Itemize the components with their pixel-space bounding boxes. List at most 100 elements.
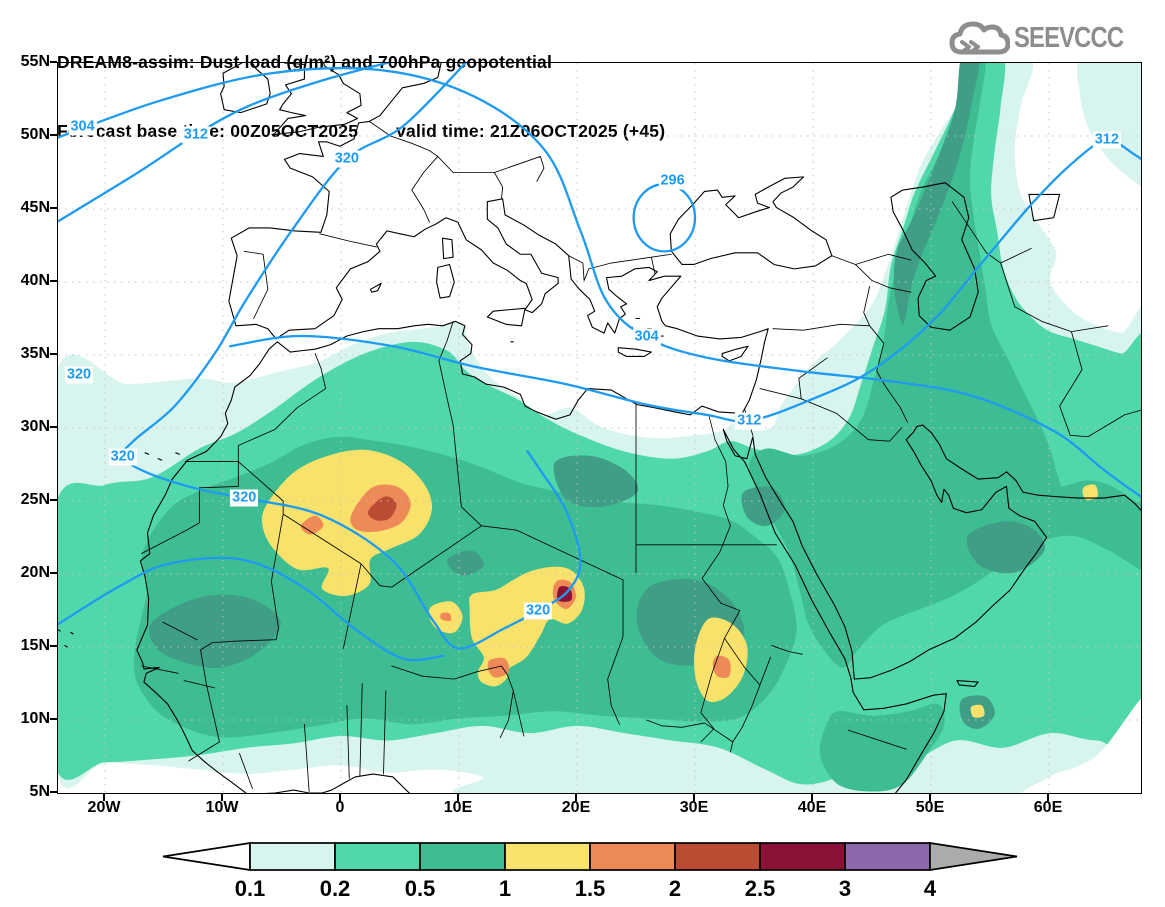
cloud-icon (949, 21, 1010, 55)
x-axis-tick (221, 793, 223, 801)
geopotential-contour (58, 63, 404, 224)
colorbar-label: 4 (924, 876, 937, 901)
y-axis-label: 55N (20, 53, 50, 70)
geopotential-contour (230, 140, 1141, 421)
colorbar-label: 1 (499, 876, 511, 901)
y-axis-label: 25N (20, 491, 50, 508)
x-axis-label: 0 (335, 799, 345, 816)
x-axis-label: 10E (443, 799, 473, 816)
y-axis-tick (50, 280, 57, 282)
x-axis-label: 30E (679, 799, 709, 816)
y-axis-tick (50, 718, 57, 720)
x-axis-label: 60E (1033, 799, 1063, 816)
colorbar-segment (759, 842, 846, 871)
dust-region-orange (440, 612, 452, 622)
y-axis-tick (50, 353, 57, 355)
colorbar-segment (334, 842, 421, 871)
y-axis-label: 5N (29, 783, 50, 800)
contour-label-320: 320 (64, 366, 94, 384)
y-axis-tick (50, 645, 57, 647)
y-axis-tick (50, 61, 57, 63)
dust-region-dark (447, 550, 484, 576)
x-axis-tick (929, 793, 931, 801)
y-axis-label: 20N (20, 564, 50, 581)
dust-region-green (819, 703, 945, 792)
geopotential-contour (634, 184, 695, 251)
colorbar-label: 3 (839, 876, 851, 901)
dust-region-orange (712, 655, 731, 678)
colorbar-label: 2 (669, 876, 681, 901)
y-axis-label: 30N (20, 418, 50, 435)
map-frame: 304 312 320 296 304 312 312 320 320 320 320 (57, 62, 1142, 794)
colorbar-arrow-high (929, 842, 1018, 871)
y-axis-tick (50, 134, 57, 136)
seevccc-logo: SEEVCCC (948, 16, 1147, 60)
x-axis-label: 20W (87, 799, 121, 816)
dust-region-dark (553, 455, 639, 508)
x-axis-tick (1047, 793, 1049, 801)
contour-label-304: 304 (632, 328, 661, 346)
x-axis-tick (339, 793, 341, 801)
dust-region-dark (893, 63, 980, 325)
dust-region-dark (741, 486, 785, 527)
rivers (701, 416, 760, 742)
colorbar-segment (589, 842, 676, 871)
dust-region-pale (1076, 63, 1141, 186)
y-axis-tick (50, 791, 57, 793)
dust-region-yellow (1082, 484, 1099, 501)
y-axis-label: 45N (20, 199, 50, 216)
x-axis-tick (575, 793, 577, 801)
x-axis-label: 50E (915, 799, 945, 816)
colorbar-label: 0.2 (320, 876, 351, 901)
contour-label-312: 312 (181, 126, 210, 144)
colorbar-segment (504, 842, 591, 871)
colorbar-label: 0.1 (235, 876, 266, 901)
map-canvas: 304 312 320 296 304 312 312 320 320 320 320 (58, 63, 1141, 793)
geopotential-contour-layer (58, 63, 1141, 660)
x-axis-label: 40E (797, 799, 827, 816)
x-axis-tick (457, 793, 459, 801)
colorbar-segment (249, 842, 336, 871)
contour-label-320: 320 (108, 448, 137, 466)
dust-region-dark (149, 594, 281, 668)
colorbar-segment (674, 842, 761, 871)
y-axis-tick (50, 207, 57, 209)
contour-label-320: 320 (332, 150, 361, 168)
y-axis-label: 50N (20, 126, 50, 143)
dust-region-dark (966, 521, 1045, 574)
dust-load-fill-layer (58, 63, 1141, 793)
x-axis-tick (103, 793, 105, 801)
y-axis-tick (50, 499, 57, 501)
contour-label-296: 296 (658, 172, 687, 190)
y-axis-label: 40N (20, 272, 50, 289)
colorbar-label: 2.5 (745, 876, 776, 901)
x-axis-label: 10W (205, 799, 239, 816)
colorbar-arrow-low (162, 842, 251, 871)
contour-label-312: 312 (735, 412, 764, 430)
dust-region-yellow (970, 704, 985, 718)
colorbar-label: 0.5 (405, 876, 436, 901)
y-axis-tick (50, 426, 57, 428)
geopotential-contour (58, 68, 1141, 505)
y-axis-label: 10N (20, 710, 50, 727)
dust-region-orange (487, 657, 510, 678)
x-axis-label: 20E (561, 799, 591, 816)
contour-label-304: 304 (68, 118, 97, 136)
dust-region-brick (367, 496, 397, 521)
colorbar-segment (419, 842, 506, 871)
logo-text: SEEVCCC (1013, 21, 1124, 54)
y-axis-tick (50, 572, 57, 574)
y-axis-label: 35N (20, 345, 50, 362)
contour-label-320: 320 (230, 489, 259, 507)
y-axis-label: 15N (20, 637, 50, 654)
dust-region-green (749, 63, 1064, 668)
colorbar-label: 1.5 (575, 876, 606, 901)
dust-region-orange (300, 515, 324, 535)
geopotential-contour (58, 558, 444, 660)
dust-region-white (1021, 698, 1141, 793)
country-borders (142, 121, 1141, 791)
contour-label-312: 312 (1092, 131, 1121, 149)
x-axis-tick (811, 793, 813, 801)
x-axis-tick (693, 793, 695, 801)
